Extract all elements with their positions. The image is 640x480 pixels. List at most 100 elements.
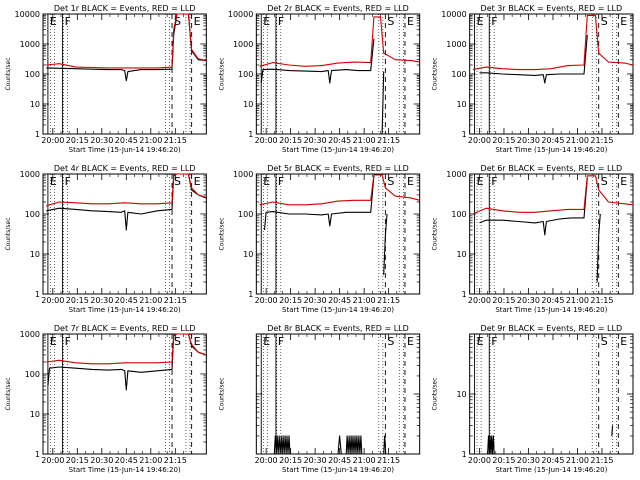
x-tick-label: 21:15 [590,296,613,305]
x-tick-label: 20:15 [66,136,89,145]
x-tick-label: 20:15 [66,456,89,465]
event-marker-label: S [601,335,608,348]
y-tick-label: 1 [462,450,467,459]
x-tick-label: 20:15 [279,456,302,465]
y-tick-label: 1000 [20,170,40,179]
panel-title: Det 2r BLACK = Events, RED = LLD [267,4,409,13]
x-tick-label: 20:45 [541,456,564,465]
event-marker-label: E [194,15,201,28]
event-marker-label: S [174,15,181,28]
event-rate-line [487,435,495,455]
y-tick-label: 10 [30,100,40,109]
x-tick-label: 20:45 [115,456,138,465]
x-tick-label: 20:30 [90,456,113,465]
x-axis-label: Start Time (15-Jun-14 19:46:20) [69,466,181,474]
y-tick-label: 1000 [20,330,40,339]
y-tick-label: 10 [243,250,253,259]
y-tick-label: 1000 [233,40,253,49]
detector-panel: Det 7r BLACK = Events, RED = LLD Counts/s… [5,324,207,474]
y-axis-label: Counts/sec [432,57,439,90]
x-tick-label: 20:45 [328,136,351,145]
y-tick-label: 10 [456,390,466,399]
x-tick-label: 20:15 [279,296,302,305]
detector-panel: Det 4r BLACK = Events, RED = LLD Counts/s… [5,164,207,314]
x-tick-label: 21:00 [566,456,589,465]
x-tick-label: 20:45 [115,136,138,145]
lld-rate-line [472,14,634,71]
y-tick-label: 100 [451,70,466,79]
panel-title: Det 8r BLACK = Events, RED = LLD [267,324,409,333]
y-tick-label: 1000 [446,170,466,179]
y-axis-label: Counts/sec [218,377,225,410]
y-tick-label: 1 [35,450,40,459]
x-tick-label: 20:30 [304,136,327,145]
event-marker-label: E [477,15,484,28]
y-axis-label: Counts/sec [5,377,12,410]
x-tick-label: 20:30 [304,296,327,305]
event-rate-line [273,435,291,455]
x-tick-label: 21:00 [566,296,589,305]
panel-title: Det 4r BLACK = Events, RED = LLD [54,164,196,173]
y-tick-label: 10 [30,250,40,259]
detector-panel: Det 8r BLACK = Events, RED = LLD Counts/s… [218,324,421,474]
event-marker-label: F [65,15,71,28]
y-tick-label: 10 [243,100,253,109]
event-rate-line [381,71,385,135]
x-axis-label: Start Time (15-Jun-14 19:46:20) [495,146,607,154]
event-rate-line [479,177,588,236]
x-tick-label: 21:00 [139,456,162,465]
x-tick-label: 20:30 [90,296,113,305]
x-tick-label: 20:00 [41,136,64,145]
y-tick-label: 1000 [233,170,253,179]
event-rate-line [337,435,342,455]
y-tick-label: 100 [238,70,253,79]
event-rate-line [611,425,614,436]
panel-title: Det 6r BLACK = Events, RED = LLD [481,164,623,173]
panel-title: Det 9r BLACK = Events, RED = LLD [481,324,623,333]
event-marker-label: F [65,335,71,348]
event-rate-line [263,175,375,230]
plot-frame [42,333,207,455]
x-tick-label: 20:45 [115,296,138,305]
x-tick-label: 21:00 [353,136,376,145]
event-marker-label: F [278,175,284,188]
x-tick-label: 21:15 [590,456,613,465]
event-marker-label: E [263,175,270,188]
y-axis-label: Counts/sec [5,217,12,250]
x-tick-label: 20:45 [541,136,564,145]
y-tick-label: 1 [462,130,467,139]
x-tick-label: 20:00 [255,136,278,145]
detector-panel: Det 2r BLACK = Events, RED = LLD Counts/s… [218,4,421,154]
event-marker-label: F [491,335,497,348]
y-axis-label: Counts/sec [218,217,225,250]
y-tick-label: 100 [25,210,40,219]
x-tick-label: 20:00 [255,456,278,465]
y-tick-label: 1 [248,290,253,299]
event-marker-label: E [194,335,201,348]
panel-title: Det 7r BLACK = Events, RED = LLD [54,324,196,333]
x-tick-label: 21:00 [139,136,162,145]
plot-frame [42,173,207,295]
event-marker-label: E [50,15,57,28]
event-marker-label: E [620,175,627,188]
lld-rate-line [46,13,207,69]
x-axis-label: Start Time (15-Jun-14 19:46:20) [282,306,394,314]
x-tick-label: 21:15 [164,136,187,145]
lld-rate-line [46,333,207,365]
event-marker-label: F [491,175,497,188]
event-rate-line [479,34,588,84]
y-axis-label: Counts/sec [5,57,12,90]
x-tick-label: 20:30 [517,296,540,305]
x-tick-label: 20:30 [304,456,327,465]
y-tick-label: 100 [25,370,40,379]
x-tick-label: 20:15 [279,136,302,145]
x-tick-label: 21:00 [353,456,376,465]
panel-title: Det 3r BLACK = Events, RED = LLD [481,4,623,13]
y-tick-label: 1 [462,290,467,299]
y-tick-label: 10 [456,250,466,259]
lld-rate-line [46,173,207,207]
event-marker-label: F [278,15,284,28]
x-tick-label: 20:00 [255,296,278,305]
event-marker-label: S [601,15,608,28]
y-tick-label: 100 [25,70,40,79]
